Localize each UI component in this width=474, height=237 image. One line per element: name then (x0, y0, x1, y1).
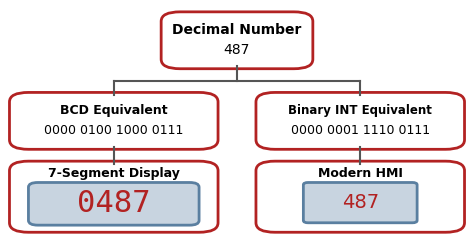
FancyBboxPatch shape (303, 182, 417, 223)
Text: 0000 0001 1110 0111: 0000 0001 1110 0111 (291, 124, 430, 137)
FancyBboxPatch shape (9, 161, 218, 232)
Text: 0000 0100 1000 0111: 0000 0100 1000 0111 (44, 124, 183, 137)
FancyBboxPatch shape (256, 92, 465, 149)
Text: Modern HMI: Modern HMI (318, 167, 403, 179)
FancyBboxPatch shape (28, 182, 199, 225)
Text: 7-Segment Display: 7-Segment Display (48, 167, 180, 179)
Text: BCD Equivalent: BCD Equivalent (60, 104, 168, 117)
FancyBboxPatch shape (161, 12, 313, 69)
Text: Binary INT Equivalent: Binary INT Equivalent (288, 104, 432, 117)
FancyBboxPatch shape (256, 161, 465, 232)
Text: 487: 487 (224, 43, 250, 57)
Text: Decimal Number: Decimal Number (173, 23, 301, 37)
Text: 0487: 0487 (77, 189, 151, 218)
Text: 487: 487 (342, 193, 379, 212)
FancyBboxPatch shape (9, 92, 218, 149)
